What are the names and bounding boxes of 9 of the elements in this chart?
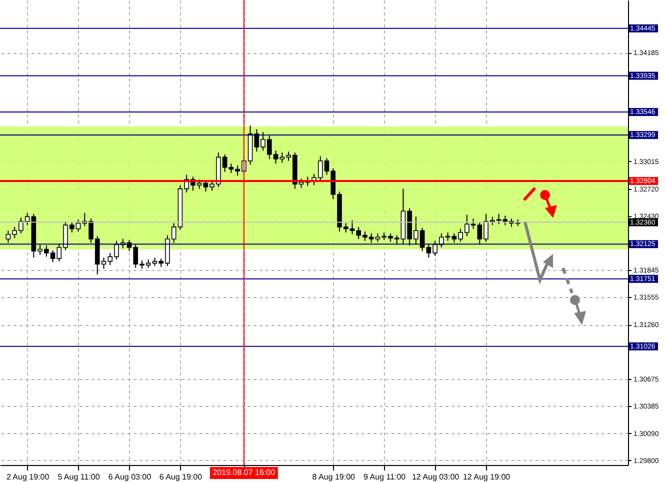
x-tick-label: 12 Aug 19:00 <box>462 472 511 482</box>
x-tick-label: 2019.08.07 16:00 <box>212 468 276 477</box>
x-tick-label: 6 Aug 03:00 <box>108 472 152 482</box>
x-tick-label: 12 Aug 03:00 <box>412 472 460 482</box>
x-tick-label: 2 Aug 19:00 <box>6 472 50 482</box>
x-tick-label: 8 Aug 19:00 <box>312 472 356 482</box>
x-tick-label: 9 Aug 11:00 <box>364 472 406 482</box>
x-tick-label: 5 Aug 11:00 <box>58 472 100 482</box>
x-tick-label: 6 Aug 19:00 <box>159 472 203 482</box>
